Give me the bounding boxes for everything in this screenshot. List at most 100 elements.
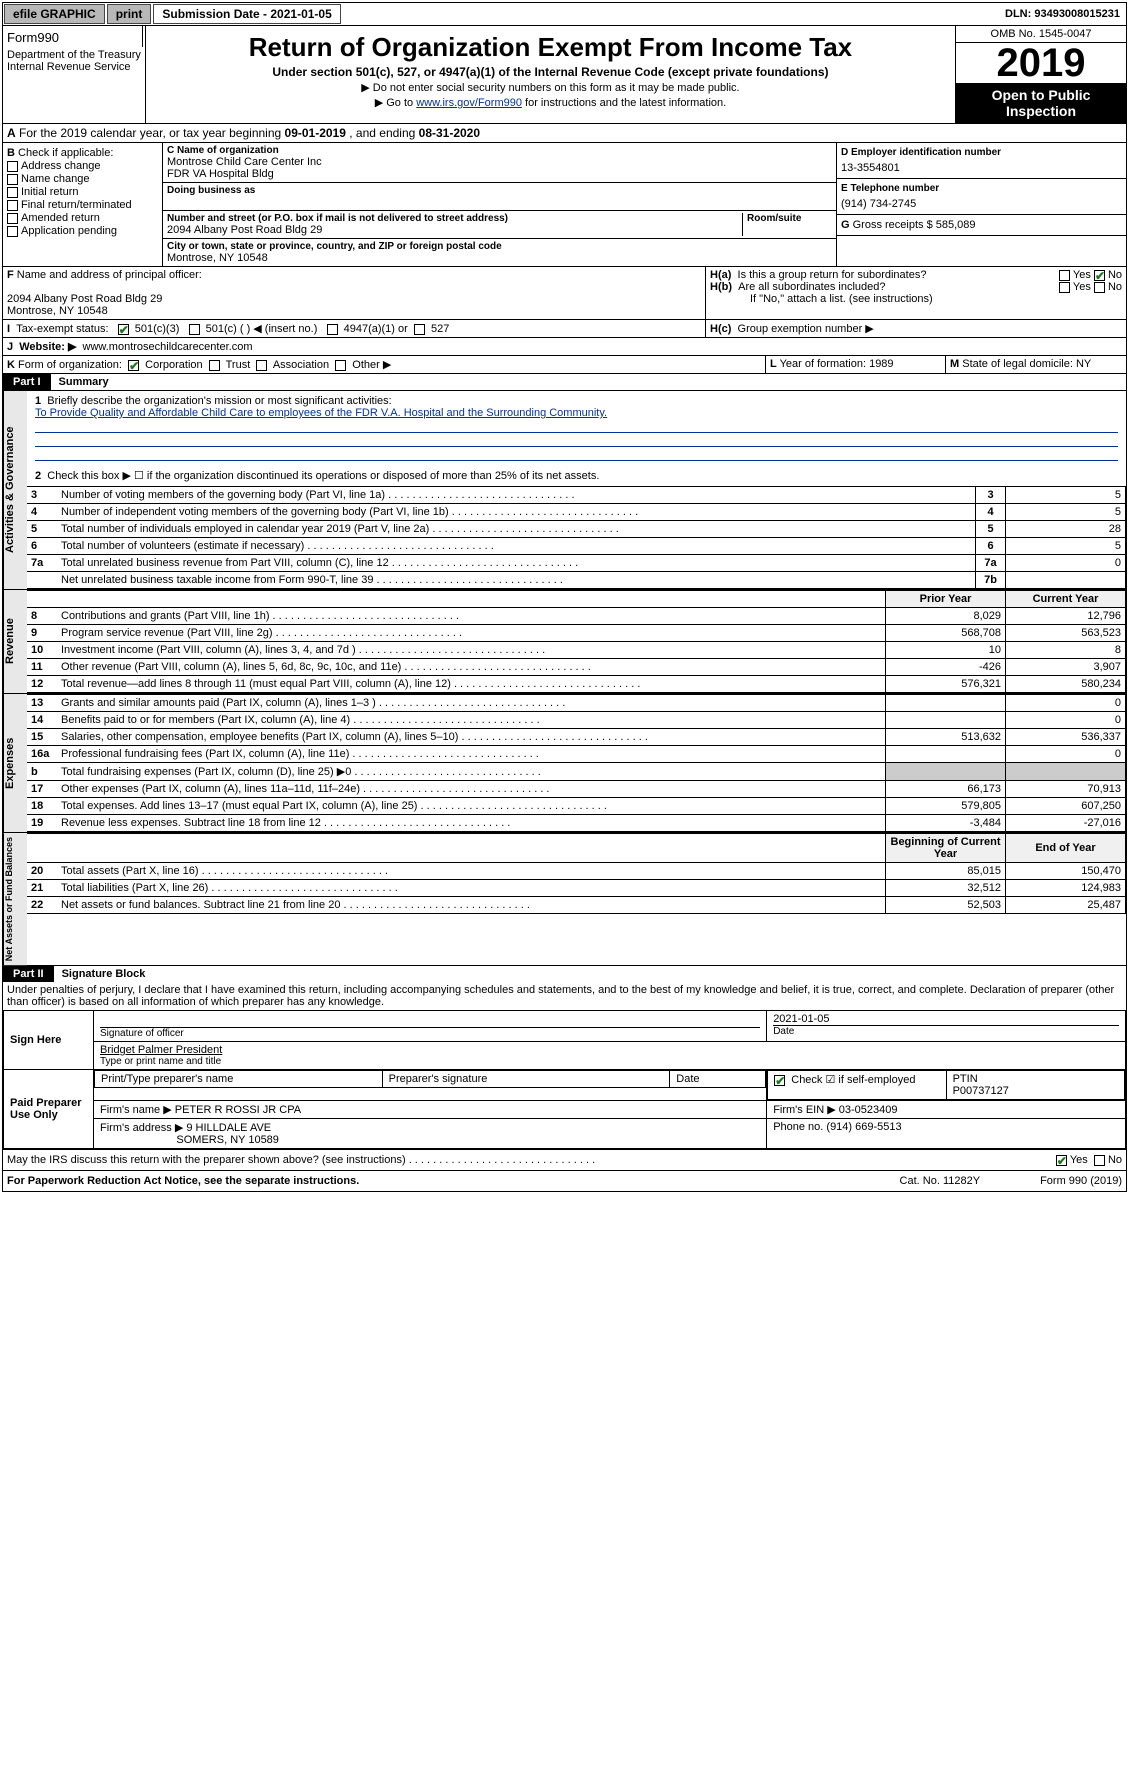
gross-receipts: G Gross receipts $ 585,089 bbox=[837, 215, 1126, 236]
form-number-box: Form990 bbox=[3, 26, 143, 47]
activities-governance-section: Activities & Governance 1 Briefly descri… bbox=[3, 390, 1126, 589]
table-row: 4 Number of independent voting members o… bbox=[27, 504, 1126, 521]
website-url: www.montrosechildcarecenter.com bbox=[83, 341, 253, 353]
cat-no: Cat. No. 11282Y bbox=[900, 1175, 981, 1187]
cb-association[interactable] bbox=[256, 360, 267, 371]
dln-label: DLN: 93493008015231 bbox=[1005, 8, 1126, 20]
table-row: b Total fundraising expenses (Part IX, c… bbox=[27, 763, 1126, 781]
officer-h-row: F Name and address of principal officer:… bbox=[3, 266, 1126, 319]
table-row: 14 Benefits paid to or for members (Part… bbox=[27, 712, 1126, 729]
form-note-link: ▶ Go to www.irs.gov/Form990 for instruct… bbox=[150, 96, 951, 109]
cb-trust[interactable] bbox=[209, 360, 220, 371]
perjury-statement: Under penalties of perjury, I declare th… bbox=[3, 982, 1126, 1010]
cb-amended-return[interactable]: Amended return bbox=[7, 212, 158, 224]
cb-self-employed[interactable] bbox=[774, 1075, 785, 1086]
part2-label: Part II bbox=[3, 966, 54, 982]
cb-name-change[interactable]: Name change bbox=[7, 173, 158, 185]
net-assets-table: Beginning of Current Year End of Year20 … bbox=[27, 833, 1126, 914]
org-name-label: C Name of organization bbox=[167, 145, 832, 156]
cb-501c3[interactable] bbox=[118, 324, 129, 335]
form-number: 990 bbox=[37, 30, 59, 45]
officer-addr1: 2094 Albany Post Road Bldg 29 bbox=[7, 293, 162, 305]
table-row: 6 Total number of volunteers (estimate i… bbox=[27, 538, 1126, 555]
firm-addr1: 9 HILLDALE AVE bbox=[186, 1122, 271, 1134]
table-row: 11 Other revenue (Part VIII, column (A),… bbox=[27, 659, 1126, 676]
net-assets-section: Net Assets or Fund Balances Beginning of… bbox=[3, 832, 1126, 965]
side-label-governance: Activities & Governance bbox=[3, 391, 27, 589]
table-row: 8 Contributions and grants (Part VIII, l… bbox=[27, 608, 1126, 625]
table-row: 7a Total unrelated business revenue from… bbox=[27, 555, 1126, 572]
addr-value: 2094 Albany Post Road Bldg 29 bbox=[167, 224, 742, 236]
table-row: 12 Total revenue—add lines 8 through 11 … bbox=[27, 676, 1126, 693]
form-note-ssn: ▶ Do not enter social security numbers o… bbox=[150, 81, 951, 94]
governance-table: 3 Number of voting members of the govern… bbox=[27, 486, 1126, 589]
form-title-box: Return of Organization Exempt From Incom… bbox=[146, 26, 956, 123]
table-row: 3 Number of voting members of the govern… bbox=[27, 487, 1126, 504]
ein-label: D Employer identification number bbox=[841, 147, 1122, 158]
cb-initial-return[interactable]: Initial return bbox=[7, 186, 158, 198]
side-label-net-assets: Net Assets or Fund Balances bbox=[3, 833, 27, 965]
signature-table: Sign Here Signature of officer 2021-01-0… bbox=[3, 1010, 1126, 1149]
officer-name: Bridget Palmer President bbox=[100, 1044, 1119, 1056]
table-row: 5 Total number of individuals employed i… bbox=[27, 521, 1126, 538]
side-label-revenue: Revenue bbox=[3, 590, 27, 693]
prep-date-label: Date bbox=[670, 1071, 766, 1088]
phone-value: (914) 734-2745 bbox=[841, 198, 1122, 210]
part1-label: Part I bbox=[3, 374, 51, 390]
dba-label: Doing business as bbox=[167, 185, 832, 196]
cb-527[interactable] bbox=[414, 324, 425, 335]
tax-year-row: A For the 2019 calendar year, or tax yea… bbox=[3, 123, 1126, 142]
section-c-identity: C Name of organization Montrose Child Ca… bbox=[163, 143, 836, 266]
print-button[interactable]: print bbox=[107, 4, 152, 24]
firm-ein: 03-0523409 bbox=[839, 1104, 898, 1116]
part2-title: Signature Block bbox=[54, 966, 1126, 982]
room-label: Room/suite bbox=[747, 213, 832, 224]
phone-label: E Telephone number bbox=[841, 183, 1122, 194]
irs-link[interactable]: www.irs.gov/Form990 bbox=[416, 97, 522, 109]
cb-other[interactable] bbox=[335, 360, 346, 371]
cb-application-pending[interactable]: Application pending bbox=[7, 225, 158, 237]
table-row: 21 Total liabilities (Part X, line 26)32… bbox=[27, 880, 1126, 897]
sig-officer-label: Signature of officer bbox=[100, 1027, 760, 1039]
revenue-section: Revenue Prior Year Current Year8 Contrib… bbox=[3, 589, 1126, 693]
topbar: efile GRAPHIC print Submission Date - 20… bbox=[2, 2, 1127, 26]
cb-4947[interactable] bbox=[327, 324, 338, 335]
cb-discuss-no[interactable] bbox=[1094, 1155, 1105, 1166]
form-org-row: K Form of organization: Corporation Trus… bbox=[3, 355, 1126, 373]
table-row: 15 Salaries, other compensation, employe… bbox=[27, 729, 1126, 746]
mission-statement: To Provide Quality and Affordable Child … bbox=[35, 407, 607, 419]
sign-here-label: Sign Here bbox=[4, 1011, 94, 1070]
officer-type-label: Type or print name and title bbox=[100, 1056, 1119, 1067]
firm-addr2: SOMERS, NY 10589 bbox=[176, 1134, 279, 1146]
table-row: 17 Other expenses (Part IX, column (A), … bbox=[27, 781, 1126, 798]
part2-header: Part II Signature Block bbox=[3, 965, 1126, 982]
expenses-table: 13 Grants and similar amounts paid (Part… bbox=[27, 694, 1126, 832]
table-row: 22 Net assets or fund balances. Subtract… bbox=[27, 897, 1126, 914]
discuss-row: May the IRS discuss this return with the… bbox=[3, 1149, 1126, 1170]
firm-name: PETER R ROSSI JR CPA bbox=[175, 1104, 301, 1116]
dept-treasury: Department of the TreasuryInternal Reven… bbox=[3, 47, 145, 75]
firm-phone: (914) 669-5513 bbox=[826, 1121, 901, 1133]
cb-discuss-yes[interactable] bbox=[1056, 1155, 1067, 1166]
tax-year: 2019 bbox=[956, 43, 1126, 83]
submission-date-badge: Submission Date - 2021-01-05 bbox=[153, 4, 340, 24]
table-row: 16a Professional fundraising fees (Part … bbox=[27, 746, 1126, 763]
efile-graphic-button[interactable]: efile GRAPHIC bbox=[4, 4, 105, 24]
part1-header: Part I Summary bbox=[3, 373, 1126, 390]
org-name-2: FDR VA Hospital Bldg bbox=[167, 168, 832, 180]
sig-date-label: Date bbox=[773, 1025, 1119, 1037]
cb-corporation[interactable] bbox=[128, 360, 139, 371]
cb-address-change[interactable]: Address change bbox=[7, 160, 158, 172]
tax-exempt-row: I Tax-exempt status: 501(c)(3) 501(c) ( … bbox=[3, 319, 1126, 337]
public-inspection-badge: Open to Public Inspection bbox=[956, 83, 1126, 123]
form-footer: Form 990 (2019) bbox=[1040, 1175, 1122, 1187]
year-box: OMB No. 1545-0047 2019 Open to Public In… bbox=[956, 26, 1126, 123]
cb-final-return[interactable]: Final return/terminated bbox=[7, 199, 158, 211]
org-name-1: Montrose Child Care Center Inc bbox=[167, 156, 832, 168]
form-title: Return of Organization Exempt From Incom… bbox=[150, 32, 951, 63]
ein-value: 13-3554801 bbox=[841, 162, 1122, 174]
footer-row: For Paperwork Reduction Act Notice, see … bbox=[3, 1170, 1126, 1191]
paid-preparer-label: Paid Preparer Use Only bbox=[4, 1070, 94, 1149]
cb-501c[interactable] bbox=[189, 324, 200, 335]
table-row: 19 Revenue less expenses. Subtract line … bbox=[27, 815, 1126, 832]
